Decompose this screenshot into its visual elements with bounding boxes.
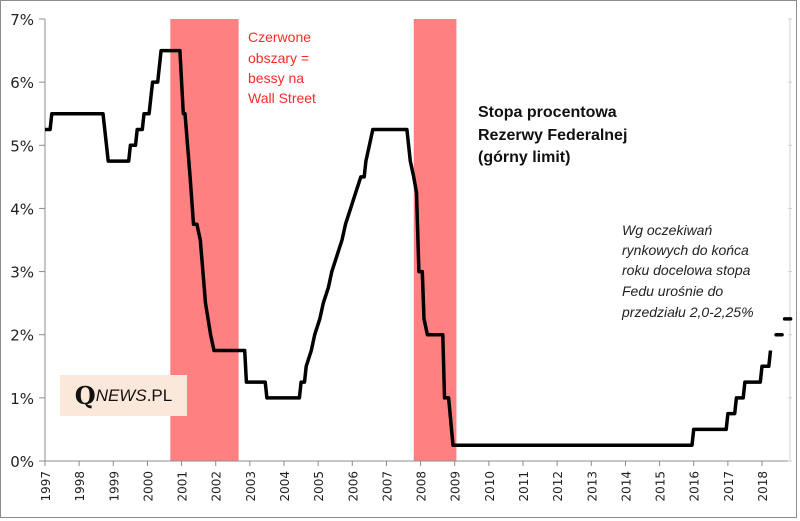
x-tick-label: 2004	[278, 471, 292, 502]
qnews-logo: Q NEWS .PL	[60, 375, 187, 416]
x-tick-label: 2011	[517, 471, 531, 502]
x-tick-label: 2018	[756, 471, 770, 502]
y-tick-label: 2%	[10, 327, 34, 345]
x-tick-label: 2001	[176, 471, 190, 502]
bear-market-region	[413, 19, 457, 461]
x-tick-label: 2003	[244, 471, 258, 502]
annotation-line: Czerwone	[248, 29, 311, 45]
note-line: Wg oczekiwań	[622, 222, 712, 238]
y-tick-label: 5%	[10, 137, 34, 155]
annotation-bear-markets: Czerwone obszary = bessy na Wall Street	[248, 29, 316, 106]
x-tick-label: 2015	[654, 471, 668, 502]
logo-news: NEWS	[95, 385, 147, 405]
y-tick-label: 1%	[10, 390, 34, 408]
x-tick-label: 1997	[39, 471, 53, 502]
note-line: rynkowych do końca	[622, 242, 749, 258]
note-line: roku docelowa stopa	[622, 262, 751, 278]
x-tick-label: 2009	[449, 471, 463, 502]
title-line: Rezerwy Federalnej	[478, 127, 627, 144]
x-tick-label: 2005	[312, 471, 326, 502]
title-line: (górny limit)	[478, 149, 570, 166]
axes	[39, 19, 791, 462]
x-tick-label: 2012	[551, 471, 565, 502]
y-tick-label: 7%	[10, 11, 34, 29]
y-tick-label: 0%	[10, 453, 34, 471]
logo-pl: .PL	[146, 385, 173, 405]
x-axis-ticks: 1997 1998 1999 2000 2001 2002 2003 2004 2005 2006…	[39, 461, 770, 502]
annotation-line: obszary =	[248, 50, 309, 66]
shaded-regions	[170, 19, 457, 461]
x-tick-label: 1999	[107, 471, 121, 502]
series	[45, 48, 793, 447]
y-tick-label: 6%	[10, 74, 34, 92]
chart-title: Stopa procentowa Rezerwy Federalnej (gór…	[478, 104, 627, 166]
x-tick-label: 2016	[688, 471, 702, 502]
x-tick-label: 2017	[722, 471, 736, 502]
x-tick-label: 2007	[380, 471, 394, 502]
x-tick-label: 2014	[619, 471, 633, 502]
logo-q: Q	[74, 381, 96, 410]
y-tick-label: 4%	[10, 200, 34, 218]
x-tick-label: 2010	[483, 471, 497, 502]
annotation-line: bessy na	[248, 70, 304, 86]
y-tick-label: 3%	[10, 264, 34, 282]
y-axis-ticks: 0% 1% 2% 3% 4% 5% 6% 7%	[10, 11, 792, 471]
title-line: Stopa procentowa	[478, 104, 617, 121]
note-line: przedziału 2,0-2,25%	[621, 304, 754, 320]
x-tick-label: 1998	[73, 471, 87, 502]
x-tick-label: 2000	[141, 471, 155, 502]
x-tick-label: 2013	[585, 471, 599, 502]
fed-rate-line	[45, 48, 773, 447]
x-tick-label: 2002	[210, 471, 224, 502]
x-tick-label: 2006	[346, 471, 360, 502]
annotation-expectations: Wg oczekiwań rynkowych do końca roku doc…	[621, 222, 754, 320]
annotation-line: Wall Street	[248, 90, 316, 106]
x-tick-label: 2008	[415, 471, 429, 502]
note-line: Fedu urośnie do	[622, 283, 723, 299]
